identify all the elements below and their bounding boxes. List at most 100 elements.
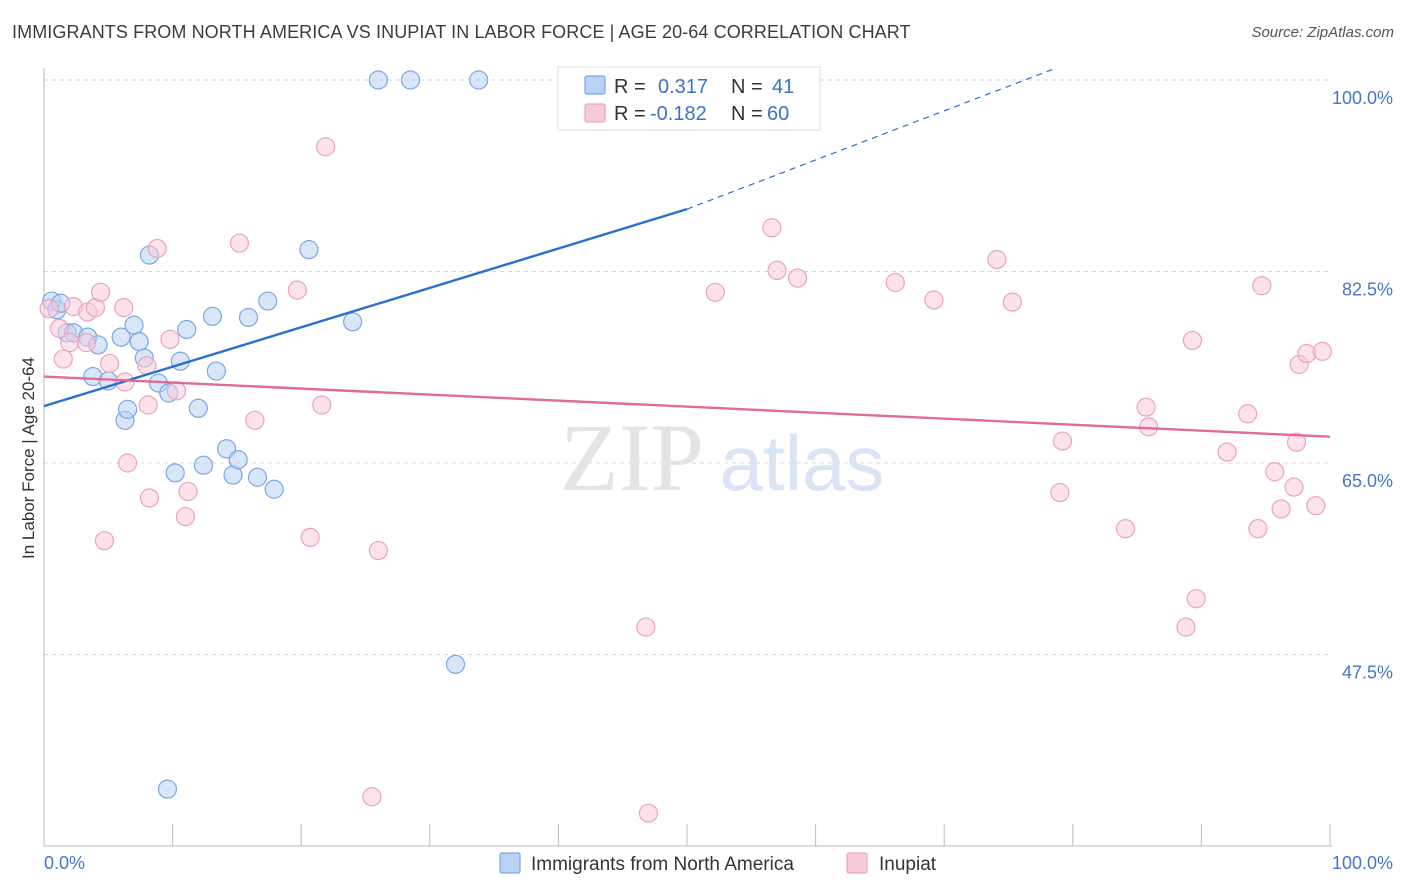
watermark-atlas: atlas — [720, 419, 885, 507]
pink-point-36 — [885, 272, 905, 293]
blue-point-37 — [445, 654, 466, 674]
blue-point-9 — [111, 327, 131, 347]
correlation-legend: R = 0.317 N = 41 R = -0.182 N = 60 — [557, 66, 821, 131]
blue-point-13 — [129, 331, 149, 352]
pink-point-47 — [1182, 330, 1202, 351]
pink-point-13 — [117, 453, 138, 473]
blue-point-27 — [228, 450, 248, 470]
pink-point-34 — [767, 260, 787, 281]
blue-point-34 — [368, 70, 388, 90]
y-tick-label-2: 82.5% — [1342, 280, 1393, 300]
pink-point-53 — [1271, 499, 1291, 519]
y-tick-label-0: 47.5% — [1342, 663, 1393, 683]
legend-r-value-pink: -0.182 — [650, 103, 707, 125]
pink-point-37 — [924, 290, 944, 310]
pink-point-28 — [368, 540, 388, 561]
pink-point-48 — [1217, 442, 1237, 462]
pink-point-2 — [53, 349, 73, 369]
pink-point-20 — [175, 507, 196, 527]
pink-point-19 — [166, 381, 187, 401]
pink-point-39 — [1002, 292, 1022, 312]
blue-point-28 — [238, 307, 259, 328]
legend-r-label-pink: R = — [614, 103, 646, 125]
watermark-zip: ZIP — [560, 404, 704, 511]
blue-point-12 — [124, 315, 144, 335]
pink-point-15 — [138, 395, 158, 415]
pink-point-22 — [229, 233, 250, 253]
pink-point-26 — [312, 395, 332, 415]
pink-point-10 — [99, 353, 120, 374]
pink-point-24 — [287, 280, 307, 300]
blue-trend-line — [43, 207, 688, 408]
pink-point-55 — [1286, 432, 1307, 452]
legend-n-label-pink: N = — [731, 103, 763, 125]
blue-point-20 — [177, 319, 197, 340]
blue-point-38 — [157, 779, 178, 799]
pink-point-51 — [1252, 276, 1272, 296]
blue-point-30 — [258, 291, 278, 311]
blue-point-35 — [400, 70, 421, 90]
pink-point-18 — [160, 329, 180, 349]
pink-point-46 — [1186, 589, 1206, 609]
x-tick-label-1: 100.0% — [1332, 853, 1393, 873]
legend-swatch-pink — [584, 103, 606, 123]
pink-point-50 — [1248, 519, 1268, 539]
x-tick-label-0: 0.0% — [44, 853, 85, 873]
legend-swatch-blue — [584, 75, 606, 95]
trend-lines — [43, 68, 1331, 438]
blue-point-21 — [188, 398, 208, 418]
pink-point-38 — [987, 249, 1007, 270]
y-tick-label-3: 100.0% — [1332, 88, 1393, 108]
pink-point-0 — [39, 299, 59, 319]
blue-point-31 — [264, 479, 284, 499]
pink-point-49 — [1238, 404, 1258, 424]
pink-point-17 — [147, 238, 167, 259]
pink-point-30 — [636, 617, 656, 637]
series-legend-swatch-blue — [499, 852, 521, 874]
series-legend-swatch-pink — [846, 852, 868, 874]
legend-r-value-blue: 0.317 — [658, 76, 708, 98]
pink-point-1 — [49, 318, 70, 339]
pink-point-52 — [1265, 462, 1285, 482]
tick-labels: 47.5% 65.0% 82.5% 100.0% 0.0% 100.0% — [44, 88, 1393, 873]
legend-n-value-blue: 41 — [772, 76, 794, 98]
pink-point-41 — [1050, 482, 1070, 503]
pink-point-23 — [245, 410, 265, 430]
blue-point-33 — [343, 312, 363, 332]
axes — [43, 68, 1332, 847]
blue-point-32 — [299, 240, 319, 260]
pink-point-11 — [114, 298, 134, 318]
blue-point-24 — [206, 361, 226, 381]
legend-n-label-blue: N = — [731, 76, 763, 98]
blue-point-29 — [247, 467, 268, 487]
pink-point-32 — [705, 282, 725, 302]
blue-point-18 — [165, 463, 185, 483]
y-tick-label-1: 65.0% — [1342, 471, 1393, 491]
legend-r-label-blue: R = — [614, 76, 646, 98]
legend-n-value-pink: 60 — [767, 103, 789, 125]
watermark: ZIP atlas — [560, 404, 884, 511]
pink-point-40 — [1052, 431, 1073, 451]
pink-point-35 — [787, 268, 808, 288]
series-legend-label-pink: Inupiat — [879, 854, 937, 875]
pink-point-59 — [1312, 341, 1332, 361]
pink-point-3 — [60, 333, 80, 353]
pink-point-45 — [1176, 617, 1196, 637]
blue-point-23 — [202, 306, 223, 326]
blue-point-11 — [117, 399, 138, 419]
pink-point-25 — [300, 527, 320, 548]
blue-point-22 — [193, 455, 214, 475]
pink-point-8 — [90, 282, 111, 302]
source-label: Source: ZipAtlas.com — [1251, 24, 1394, 41]
data-points — [39, 70, 1332, 823]
pink-point-54 — [1284, 477, 1304, 497]
pink-point-9 — [94, 531, 115, 551]
grid-lines — [44, 79, 1330, 655]
pink-point-29 — [362, 787, 382, 807]
pink-point-57 — [1306, 496, 1326, 516]
pink-point-5 — [76, 333, 97, 353]
blue-point-36 — [469, 70, 489, 90]
pink-trend-line — [43, 375, 1331, 438]
pink-point-27 — [316, 137, 336, 157]
